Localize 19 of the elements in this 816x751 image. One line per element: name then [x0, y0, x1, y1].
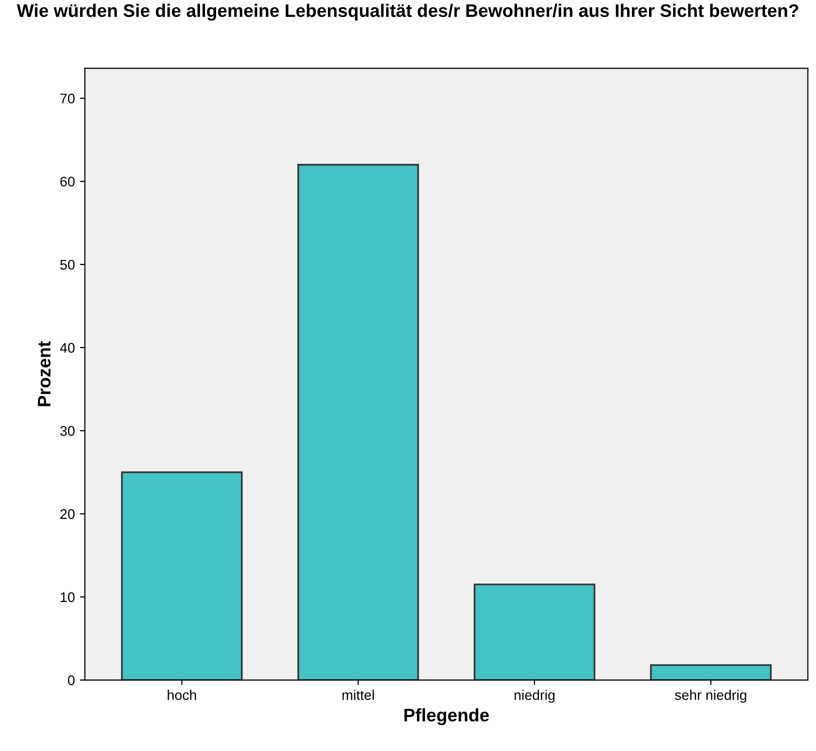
x-tick-label: sehr niedrig	[674, 690, 746, 703]
y-tick-label: 0	[68, 675, 75, 686]
x-tick-label: mittel	[342, 690, 374, 700]
y-tick-label: 50	[60, 260, 75, 270]
y-tick-label: 70	[60, 94, 75, 104]
chart-title: Wie würden Sie die allgemeine Lebensqualität des/r Bewohner/in aus Ihrer Sicht bewerten?	[16, 4, 798, 21]
y-axis-title: Prozent	[38, 341, 51, 406]
y-tick-label: 30	[60, 426, 75, 436]
x-axis-title: Pflegende	[404, 708, 489, 726]
y-tick-label: 10	[60, 592, 75, 602]
bar	[121, 471, 243, 680]
bar	[474, 584, 596, 680]
y-tick-label: 20	[60, 509, 75, 519]
bar	[297, 164, 419, 680]
x-tick-label: hoch	[168, 690, 196, 700]
bar	[650, 664, 772, 680]
x-tick-label: niedrig	[514, 690, 554, 703]
y-tick-label: 60	[60, 176, 75, 187]
y-tick-label: 40	[60, 342, 75, 353]
